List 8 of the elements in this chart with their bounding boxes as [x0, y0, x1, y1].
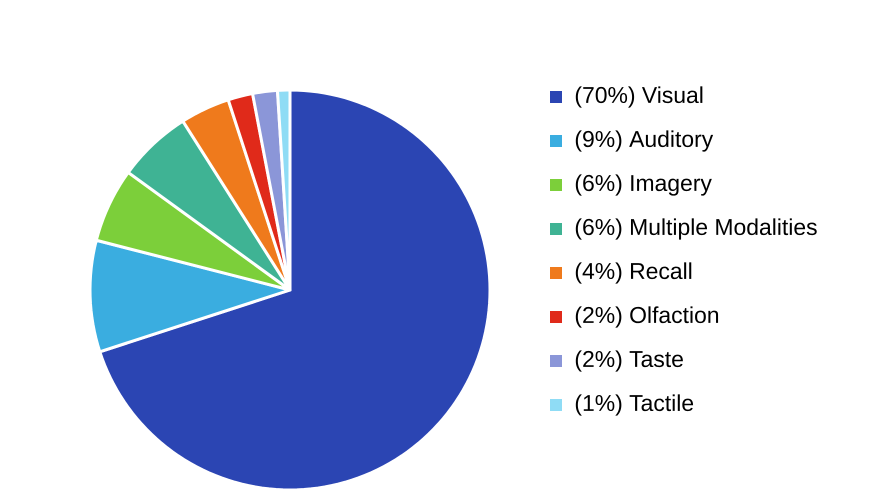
legend-label: (4%) Recall	[576, 262, 692, 284]
legend-label: (2%) Taste	[576, 350, 683, 372]
legend-label: (2%) Olfaction	[576, 306, 718, 328]
legend-label: (70%) Visual	[576, 86, 702, 108]
legend-label: (6%) Imagery	[576, 174, 712, 196]
legend-label: (1%) Tactile	[576, 394, 694, 416]
legend-label: (6%) Multiple Modalities	[576, 218, 817, 240]
legend-label: (9%) Auditory	[576, 130, 714, 152]
